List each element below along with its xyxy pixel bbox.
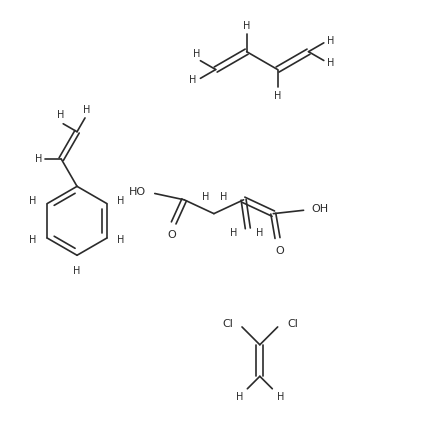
Text: H: H <box>243 21 250 30</box>
Text: H: H <box>189 76 196 85</box>
Text: H: H <box>202 192 210 202</box>
Text: H: H <box>236 392 243 402</box>
Text: H: H <box>327 57 335 68</box>
Text: H: H <box>117 235 125 245</box>
Text: H: H <box>277 392 284 402</box>
Text: H: H <box>117 196 125 206</box>
Text: H: H <box>29 235 37 245</box>
Text: H: H <box>256 227 264 238</box>
Text: H: H <box>83 105 91 115</box>
Text: H: H <box>193 48 201 59</box>
Text: O: O <box>275 245 284 256</box>
Text: HO: HO <box>129 187 146 197</box>
Text: H: H <box>73 266 81 276</box>
Text: H: H <box>230 227 237 238</box>
Text: H: H <box>274 91 281 100</box>
Text: Cl: Cl <box>287 319 298 329</box>
Text: H: H <box>220 192 228 202</box>
Text: H: H <box>327 36 335 46</box>
Text: Cl: Cl <box>222 319 233 329</box>
Text: H: H <box>29 196 37 206</box>
Text: H: H <box>35 154 42 164</box>
Text: OH: OH <box>311 204 328 214</box>
Text: H: H <box>58 110 65 121</box>
Text: O: O <box>167 230 176 241</box>
